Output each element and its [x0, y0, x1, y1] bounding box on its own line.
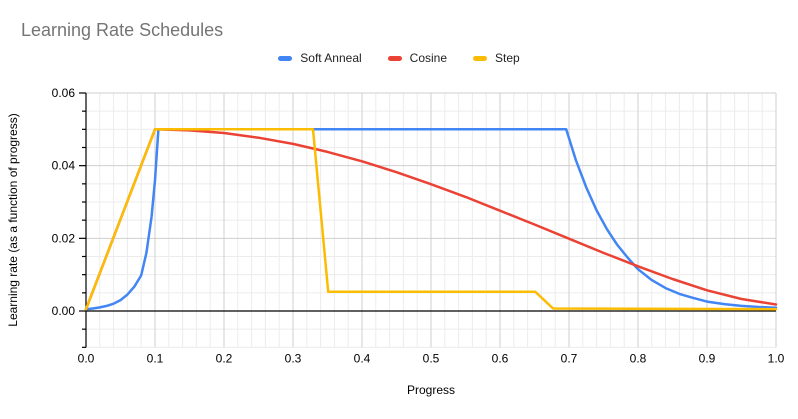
x-tick-label: 0.5: [423, 351, 440, 365]
legend-item-cosine[interactable]: Cosine: [387, 51, 448, 65]
legend-label: Cosine: [409, 51, 448, 65]
legend-item-soft-anneal[interactable]: Soft Anneal: [278, 51, 362, 65]
x-tick-label: 0.0: [78, 351, 95, 365]
legend-swatch: [387, 55, 402, 61]
legend-label: Soft Anneal: [300, 51, 362, 65]
x-tick-label: 1.0: [768, 351, 785, 365]
series-line-soft-anneal: [84, 128, 778, 311]
legend-item-step[interactable]: Step: [473, 51, 520, 65]
x-axis-title: Progress: [406, 383, 456, 397]
x-tick-label: 0.1: [147, 351, 164, 365]
x-tick-label: 0.2: [216, 351, 233, 365]
chart-title: Learning Rate Schedules: [21, 20, 224, 40]
y-axis-title: Learning rate (as a function of progress…: [6, 113, 20, 327]
series-line-step: [84, 128, 778, 311]
y-tick-label: 0.00: [52, 304, 76, 318]
x-tick-label: 0.7: [561, 351, 578, 365]
x-tick-label: 0.8: [630, 351, 647, 365]
x-tick-label: 0.4: [354, 351, 371, 365]
legend-swatch: [473, 55, 488, 61]
legend-label: Step: [495, 51, 520, 65]
legend: Soft Anneal Cosine Step: [0, 51, 798, 65]
y-tick-label: 0.06: [52, 86, 76, 100]
legend-swatch: [278, 55, 293, 61]
x-tick-label: 0.3: [285, 351, 302, 365]
y-tick-label: 0.02: [52, 231, 76, 245]
x-tick-label: 0.9: [699, 351, 716, 365]
series-line-cosine: [84, 128, 778, 311]
x-tick-label: 0.6: [492, 351, 509, 365]
y-tick-label: 0.04: [52, 159, 76, 173]
